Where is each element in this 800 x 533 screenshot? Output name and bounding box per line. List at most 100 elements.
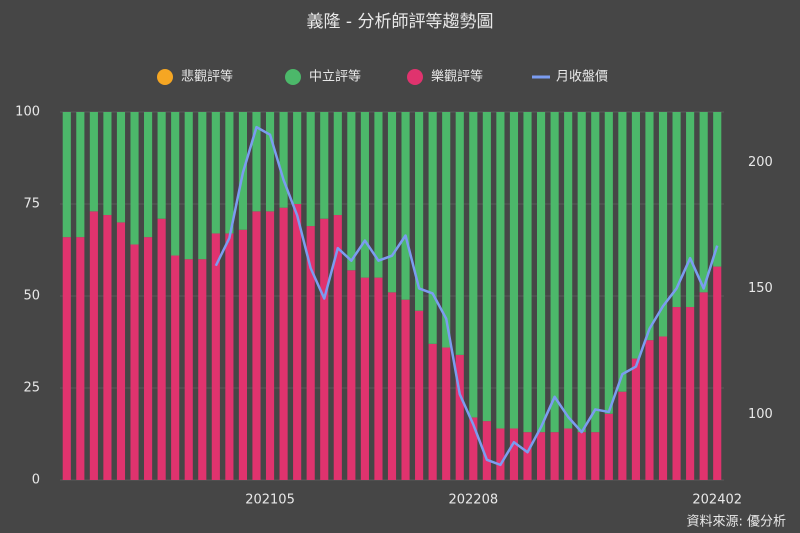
bar <box>130 244 139 480</box>
bar <box>591 432 600 480</box>
bar <box>428 343 437 480</box>
bar <box>62 112 71 238</box>
bar <box>536 112 546 433</box>
bar <box>455 354 464 480</box>
legend-swatch <box>407 69 423 85</box>
bar <box>618 391 627 480</box>
bar <box>89 112 98 212</box>
bar <box>415 310 424 480</box>
bar <box>144 237 153 480</box>
bar <box>265 211 275 481</box>
bar <box>442 347 451 480</box>
legend-swatch <box>157 69 173 85</box>
bar <box>76 237 85 480</box>
bar <box>401 299 410 480</box>
bar <box>293 112 302 204</box>
bar <box>442 112 451 348</box>
y-tick-label: 25 <box>23 381 40 396</box>
bar <box>686 112 695 308</box>
y-tick-label: 50 <box>23 289 40 304</box>
bar <box>564 428 573 480</box>
bar <box>645 112 654 341</box>
bar <box>238 229 248 480</box>
bar <box>496 112 505 429</box>
bar <box>184 112 193 260</box>
bar <box>171 255 180 480</box>
bar <box>374 112 383 278</box>
bar <box>658 112 668 337</box>
legend-label: 中立評等 <box>309 69 361 85</box>
bar <box>564 112 573 429</box>
bar <box>387 112 397 293</box>
bar <box>509 112 519 429</box>
bar <box>198 259 207 480</box>
bar <box>469 417 478 480</box>
bar <box>550 112 559 433</box>
bar <box>225 112 234 234</box>
bar <box>509 428 519 480</box>
bar <box>103 112 112 216</box>
bar <box>523 112 532 433</box>
bar <box>631 358 640 480</box>
bar <box>116 112 126 223</box>
bar <box>171 112 180 256</box>
bar <box>347 112 356 271</box>
bar <box>333 112 342 216</box>
bar <box>550 432 559 480</box>
bar <box>157 218 166 480</box>
bar <box>658 336 668 480</box>
bar <box>116 222 126 480</box>
bar <box>536 432 546 480</box>
legend-label: 樂觀評等 <box>431 69 483 85</box>
bar <box>686 307 695 480</box>
bar <box>618 112 627 392</box>
legend-label: 月收盤價 <box>556 70 608 85</box>
bar <box>225 233 234 480</box>
bar <box>482 112 491 422</box>
bar <box>455 112 464 355</box>
legend-swatch <box>285 69 301 85</box>
bar <box>89 211 98 481</box>
bar <box>62 237 71 480</box>
bar <box>279 112 288 208</box>
bar <box>469 112 478 418</box>
bar <box>401 112 410 300</box>
y2-tick-label: 150 <box>748 281 773 296</box>
bar <box>157 112 166 219</box>
bar <box>577 432 586 480</box>
x-tick-label: 202208 <box>448 493 498 508</box>
y2-tick-label: 100 <box>748 407 773 422</box>
bar <box>306 112 315 227</box>
bar <box>279 207 288 480</box>
bar <box>306 226 315 480</box>
price-line <box>214 125 719 467</box>
bar <box>320 112 329 219</box>
bar <box>699 292 708 480</box>
bar <box>144 112 153 238</box>
source: 資料來源: 優分析 <box>686 515 786 530</box>
bar <box>184 259 193 480</box>
bar <box>211 233 220 480</box>
y-tick-label: 0 <box>32 473 40 488</box>
legend-label: 悲觀評等 <box>181 69 233 85</box>
bar <box>415 112 424 311</box>
bar <box>604 413 613 480</box>
y2-tick-label: 200 <box>748 155 773 170</box>
bar <box>103 215 112 481</box>
bar <box>211 112 220 234</box>
x-tick-label: 202402 <box>692 493 742 508</box>
bar <box>360 277 369 480</box>
bar <box>428 112 437 344</box>
bar <box>482 421 491 480</box>
bar <box>252 211 261 481</box>
bar <box>265 112 275 212</box>
bar <box>713 266 722 480</box>
bar <box>591 112 600 433</box>
bar <box>672 307 681 480</box>
y-tick-label: 75 <box>23 197 40 212</box>
bar <box>76 112 85 238</box>
bar <box>523 432 532 480</box>
bar <box>496 428 505 480</box>
bar <box>252 112 261 212</box>
